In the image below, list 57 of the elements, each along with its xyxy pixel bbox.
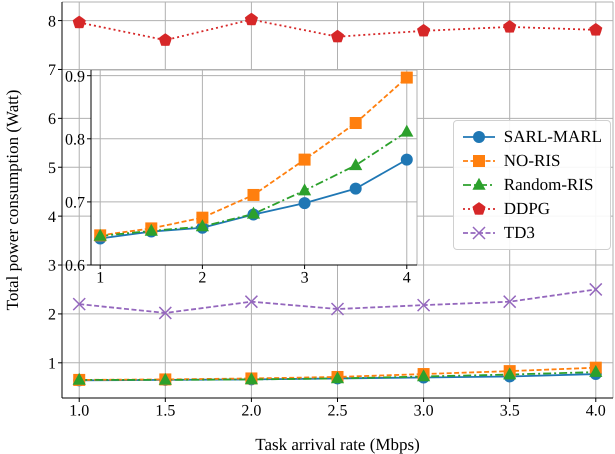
x-tick-label: 3	[300, 269, 309, 286]
y-tick-label: 0.6	[65, 258, 85, 275]
point	[72, 16, 86, 28]
point	[196, 219, 209, 232]
y-tick-label: 2	[48, 306, 56, 324]
x-tick-label: 2.5	[328, 402, 348, 420]
point	[298, 154, 311, 166]
y-tick-label: 1	[48, 355, 56, 372]
point	[350, 117, 362, 130]
x-tick-label: 3.0	[414, 402, 434, 420]
x-tick-label: 1.5	[155, 402, 176, 420]
point	[503, 20, 516, 33]
point	[244, 294, 258, 308]
point	[72, 297, 86, 311]
y-tick-label: 7	[48, 62, 56, 80]
y-tick-label: 5	[48, 160, 56, 177]
point	[158, 33, 172, 46]
point	[247, 188, 260, 201]
point	[589, 282, 603, 296]
point	[400, 124, 414, 137]
x-tick-label: 1.0	[69, 402, 90, 420]
point	[330, 30, 344, 42]
point	[349, 158, 362, 170]
y-tick-label: 3	[48, 258, 56, 275]
point	[417, 24, 430, 37]
point	[330, 302, 344, 316]
point	[244, 12, 258, 26]
point	[158, 306, 172, 320]
point	[196, 212, 208, 224]
x-tick-label: 4.0	[586, 402, 606, 420]
point	[589, 22, 602, 36]
point	[400, 154, 413, 166]
legend-label: NO-RIS	[504, 151, 560, 171]
y-tick-label: 6	[48, 111, 56, 128]
point	[400, 72, 413, 84]
point	[350, 182, 362, 195]
y-tick-label: 4	[48, 208, 56, 226]
y-tick-label: 0.8	[65, 131, 85, 148]
y-tick-label: 0.7	[65, 194, 85, 212]
x-tick-label: 1	[96, 269, 104, 286]
point	[502, 294, 516, 308]
point	[416, 298, 430, 312]
x-tick-label: 4	[402, 269, 411, 286]
x-tick-label: 2	[198, 269, 206, 286]
y-axis-title: Total power consumption (Watt)	[3, 90, 22, 310]
legend-label: Random-RIS	[504, 175, 594, 195]
x-tick-label: 3.5	[500, 402, 520, 420]
legend-label: DDPG	[504, 199, 550, 219]
y-tick-label: 8	[48, 13, 56, 30]
x-tick-label: 2.0	[241, 402, 262, 420]
x-axis-title: Task arrival rate (Mbps)	[255, 435, 420, 454]
point	[589, 364, 602, 377]
legend-label: SARL-MARL	[504, 127, 602, 147]
point	[298, 197, 311, 210]
y-tick-label: 0.9	[65, 68, 85, 86]
point	[298, 183, 312, 196]
legend-label: TD3	[504, 223, 535, 243]
